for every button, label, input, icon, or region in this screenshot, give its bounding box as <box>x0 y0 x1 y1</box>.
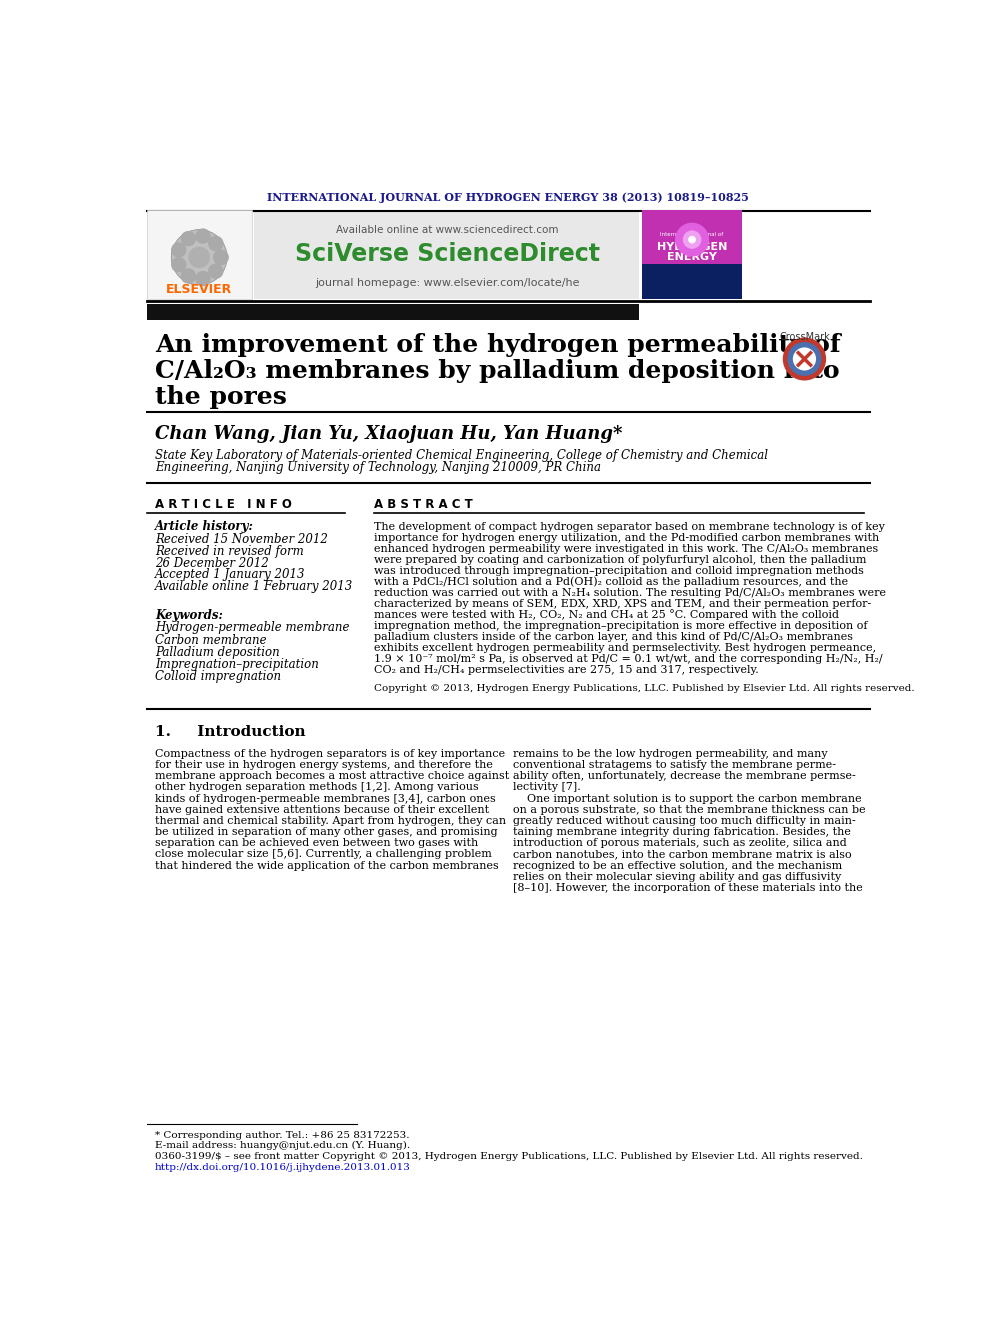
Text: palladium clusters inside of the carbon layer, and this kind of Pd/C/Al₂O₃ membr: palladium clusters inside of the carbon … <box>374 632 852 642</box>
Circle shape <box>171 257 186 273</box>
Text: http://dx.doi.org/10.1016/j.ijhydene.2013.01.013: http://dx.doi.org/10.1016/j.ijhydene.201… <box>155 1163 411 1172</box>
Text: CrossMark: CrossMark <box>779 332 830 343</box>
Text: conventional stratagems to satisfy the membrane perme-: conventional stratagems to satisfy the m… <box>513 761 836 770</box>
Text: enhanced hydrogen permeability were investigated in this work. The C/Al₂O₃ membr: enhanced hydrogen permeability were inve… <box>374 544 878 554</box>
Text: lectivity [7].: lectivity [7]. <box>513 782 580 792</box>
Circle shape <box>188 246 210 269</box>
Text: remains to be the low hydrogen permeability, and many: remains to be the low hydrogen permeabil… <box>513 749 827 759</box>
Text: ENERGY: ENERGY <box>668 253 717 262</box>
Text: that hindered the wide application of the carbon membranes: that hindered the wide application of th… <box>155 861 499 871</box>
Text: introduction of porous materials, such as zeolite, silica and: introduction of porous materials, such a… <box>513 839 847 848</box>
Text: One important solution is to support the carbon membrane: One important solution is to support the… <box>513 794 862 803</box>
Circle shape <box>195 271 210 286</box>
Text: An improvement of the hydrogen permeability of: An improvement of the hydrogen permeabil… <box>155 333 840 357</box>
Circle shape <box>195 229 210 243</box>
Text: characterized by means of SEM, EDX, XRD, XPS and TEM, and their permeation perfo: characterized by means of SEM, EDX, XRD,… <box>374 599 871 609</box>
Circle shape <box>688 235 696 243</box>
Text: 1.     Introduction: 1. Introduction <box>155 725 306 738</box>
Text: Hydrogen-permeable membrane: Hydrogen-permeable membrane <box>155 622 349 634</box>
Bar <box>254 210 640 299</box>
Text: Carbon membrane: Carbon membrane <box>155 634 267 647</box>
Text: thermal and chemical stability. Apart from hydrogen, they can: thermal and chemical stability. Apart fr… <box>155 816 506 826</box>
Text: close molecular size [5,6]. Currently, a challenging problem: close molecular size [5,6]. Currently, a… <box>155 849 492 860</box>
Text: Received 15 November 2012: Received 15 November 2012 <box>155 533 328 546</box>
Text: have gained extensive attentions because of their excellent: have gained extensive attentions because… <box>155 804 489 815</box>
Text: separation can be achieved even between two gases with: separation can be achieved even between … <box>155 839 478 848</box>
Text: relies on their molecular sieving ability and gas diffusivity: relies on their molecular sieving abilit… <box>513 872 841 882</box>
Bar <box>642 210 742 299</box>
Text: mances were tested with H₂, CO₂, N₂ and CH₄ at 25 °C. Compared with the colloid: mances were tested with H₂, CO₂, N₂ and … <box>374 610 838 620</box>
Text: journal homepage: www.elsevier.com/locate/he: journal homepage: www.elsevier.com/locat… <box>314 279 579 288</box>
Text: Copyright © 2013, Hydrogen Energy Publications, LLC. Published by Elsevier Ltd. : Copyright © 2013, Hydrogen Energy Public… <box>374 684 915 693</box>
Text: recognized to be an effective solution, and the mechanism: recognized to be an effective solution, … <box>513 861 842 871</box>
Circle shape <box>788 343 821 376</box>
Text: were prepared by coating and carbonization of polyfurfuryl alcohol, then the pal: were prepared by coating and carbonizati… <box>374 554 866 565</box>
Text: International Journal of: International Journal of <box>661 233 724 238</box>
Circle shape <box>208 235 223 251</box>
Text: reduction was carried out with a N₂H₄ solution. The resulting Pd/C/Al₂O₃ membran: reduction was carried out with a N₂H₄ so… <box>374 587 886 598</box>
Text: Colloid impregnation: Colloid impregnation <box>155 671 281 684</box>
Text: was introduced through impregnation–precipitation and colloid impregnation metho: was introduced through impregnation–prec… <box>374 566 863 576</box>
Text: Available online at www.sciencedirect.com: Available online at www.sciencedirect.co… <box>336 225 558 234</box>
Circle shape <box>783 337 826 381</box>
Text: exhibits excellent hydrogen permeability and permselectivity. Best hydrogen perm: exhibits excellent hydrogen permeability… <box>374 643 876 654</box>
Text: * Corresponding author. Tel.: +86 25 83172253.: * Corresponding author. Tel.: +86 25 831… <box>155 1131 410 1139</box>
Text: CO₂ and H₂/CH₄ permselectivities are 275, 15 and 317, respectively.: CO₂ and H₂/CH₄ permselectivities are 275… <box>374 665 758 675</box>
Text: ability often, unfortunately, decrease the membrane permse-: ability often, unfortunately, decrease t… <box>513 771 856 782</box>
Text: membrane approach becomes a most attractive choice against: membrane approach becomes a most attract… <box>155 771 509 782</box>
Text: 26 December 2012: 26 December 2012 <box>155 557 269 569</box>
Text: the pores: the pores <box>155 385 287 409</box>
Text: Accepted 1 January 2013: Accepted 1 January 2013 <box>155 568 306 581</box>
Text: [8–10]. However, the incorporation of these materials into the: [8–10]. However, the incorporation of th… <box>513 882 863 893</box>
Circle shape <box>171 242 186 258</box>
Text: carbon nanotubes, into the carbon membrane matrix is also: carbon nanotubes, into the carbon membra… <box>513 849 852 860</box>
Text: A B S T R A C T: A B S T R A C T <box>374 497 472 511</box>
Text: Palladium deposition: Palladium deposition <box>155 646 280 659</box>
Text: with a PdCl₂/HCl solution and a Pd(OH)₂ colloid as the palladium resources, and : with a PdCl₂/HCl solution and a Pd(OH)₂ … <box>374 577 848 587</box>
Circle shape <box>172 230 227 284</box>
Circle shape <box>213 250 228 265</box>
Circle shape <box>213 250 228 265</box>
Bar <box>147 303 640 320</box>
Text: for their use in hydrogen energy systems, and therefore the: for their use in hydrogen energy systems… <box>155 761 493 770</box>
Text: Article history:: Article history: <box>155 520 254 533</box>
Circle shape <box>181 232 196 246</box>
Text: importance for hydrogen energy utilization, and the Pd-modified carbon membranes: importance for hydrogen energy utilizati… <box>374 533 879 542</box>
Circle shape <box>682 230 701 249</box>
Text: on a porous substrate, so that the membrane thickness can be: on a porous substrate, so that the membr… <box>513 804 866 815</box>
Text: E-mail address: huangy@njut.edu.cn (Y. Huang).: E-mail address: huangy@njut.edu.cn (Y. H… <box>155 1142 410 1151</box>
Text: INTERNATIONAL JOURNAL OF HYDROGEN ENERGY 38 (2013) 10819–10825: INTERNATIONAL JOURNAL OF HYDROGEN ENERGY… <box>268 192 749 202</box>
Text: greatly reduced without causing too much difficulty in main-: greatly reduced without causing too much… <box>513 816 856 826</box>
Text: Compactness of the hydrogen separators is of key importance: Compactness of the hydrogen separators i… <box>155 749 505 759</box>
Text: 0360-3199/$ – see front matter Copyright © 2013, Hydrogen Energy Publications, L: 0360-3199/$ – see front matter Copyright… <box>155 1152 863 1162</box>
Bar <box>147 210 252 299</box>
Text: HYDROGEN: HYDROGEN <box>657 242 727 251</box>
Text: Keywords:: Keywords: <box>155 609 223 622</box>
Text: ELSEVIER: ELSEVIER <box>166 283 232 296</box>
Circle shape <box>208 263 223 279</box>
Text: 1.9 × 10⁻⁷ mol/m² s Pa, is observed at Pd/C = 0.1 wt/wt, and the corresponding H: 1.9 × 10⁻⁷ mol/m² s Pa, is observed at P… <box>374 654 882 664</box>
Text: C/Al₂O₃ membranes by palladium deposition into: C/Al₂O₃ membranes by palladium depositio… <box>155 360 839 384</box>
Text: SciVerse ScienceDirect: SciVerse ScienceDirect <box>295 242 600 266</box>
Circle shape <box>793 348 816 370</box>
Text: State Key Laboratory of Materials-oriented Chemical Engineering, College of Chem: State Key Laboratory of Materials-orient… <box>155 450 768 463</box>
Bar <box>642 265 742 299</box>
Text: The development of compact hydrogen separator based on membrane technology is of: The development of compact hydrogen sepa… <box>374 521 885 532</box>
Text: A R T I C L E   I N F O: A R T I C L E I N F O <box>155 497 292 511</box>
Text: Chan Wang, Jian Yu, Xiaojuan Hu, Yan Huang*: Chan Wang, Jian Yu, Xiaojuan Hu, Yan Hua… <box>155 426 622 443</box>
Circle shape <box>675 222 709 257</box>
Text: Available online 1 February 2013: Available online 1 February 2013 <box>155 579 353 593</box>
Text: kinds of hydrogen-permeable membranes [3,4], carbon ones: kinds of hydrogen-permeable membranes [3… <box>155 794 496 803</box>
Bar <box>642 210 742 265</box>
Text: be utilized in separation of many other gases, and promising: be utilized in separation of many other … <box>155 827 498 837</box>
Text: taining membrane integrity during fabrication. Besides, the: taining membrane integrity during fabric… <box>513 827 851 837</box>
Text: Received in revised form: Received in revised form <box>155 545 304 558</box>
Text: Engineering, Nanjing University of Technology, Nanjing 210009, PR China: Engineering, Nanjing University of Techn… <box>155 460 601 474</box>
Text: other hydrogen separation methods [1,2]. Among various: other hydrogen separation methods [1,2].… <box>155 782 479 792</box>
Text: Impregnation–precipitation: Impregnation–precipitation <box>155 658 318 671</box>
Text: impregnation method, the impregnation–precipitation is more effective in deposit: impregnation method, the impregnation–pr… <box>374 620 867 631</box>
Circle shape <box>181 269 196 283</box>
